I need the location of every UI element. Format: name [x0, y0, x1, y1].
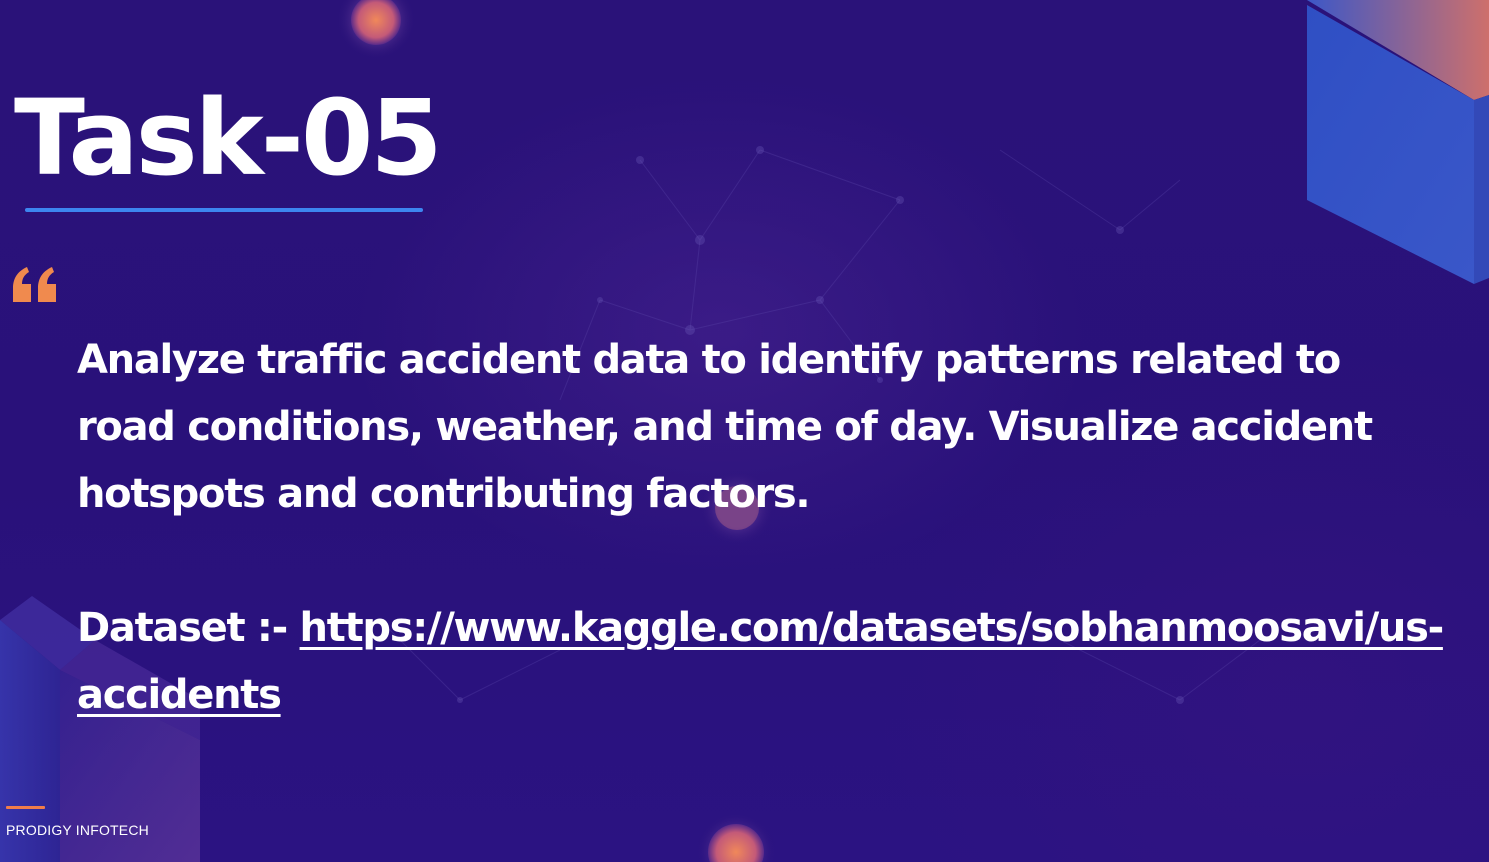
footer-brand: PRODIGY INFOTECH	[6, 822, 149, 838]
page-title: Task-05	[14, 77, 443, 199]
quote-open-icon	[13, 267, 56, 302]
footer-accent-line	[6, 806, 45, 809]
dataset-line: Dataset :- https://www.kaggle.com/datase…	[77, 595, 1447, 729]
task-content: Analyze traffic accident data to identif…	[77, 327, 1447, 729]
title-underline	[25, 208, 423, 212]
dataset-label: Dataset :-	[77, 605, 288, 651]
dataset-link[interactable]: https://www.kaggle.com/datasets/sobhanmo…	[77, 605, 1444, 718]
task-description: Analyze traffic accident data to identif…	[77, 337, 1373, 517]
